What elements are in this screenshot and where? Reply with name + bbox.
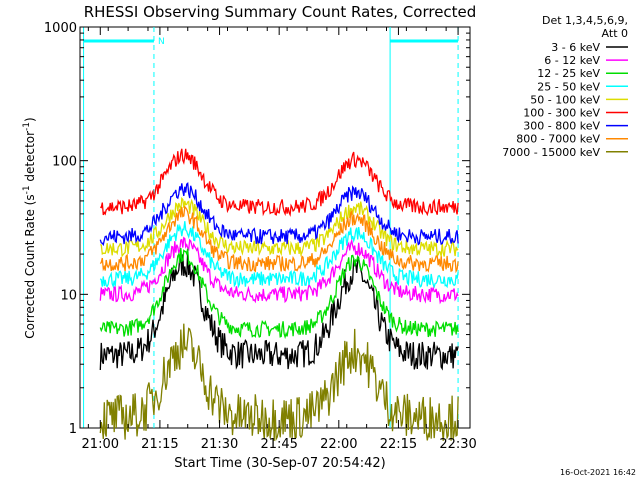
legend-label: 7000 - 15000 keV (502, 146, 600, 159)
series-line (99, 205, 459, 274)
legend-header-line1: Det 1,3,4,5,6,9, (542, 14, 628, 27)
x-tick-label: 21:00 (82, 437, 119, 452)
y-axis-label: Corrected Count Rate (s-1 detector-1) (22, 117, 37, 338)
x-tick-label: 22:00 (320, 437, 357, 452)
series-line (99, 247, 459, 340)
legend-label: 6 - 12 keV (544, 54, 600, 67)
y-tick-label: 10 (60, 288, 77, 303)
series-line (99, 236, 459, 305)
series-line (99, 221, 459, 289)
y-tick-label: 1000 (44, 21, 77, 36)
legend-label: 800 - 7000 keV (516, 133, 600, 146)
y-tick-label: 1 (69, 422, 77, 437)
legend-header-line2: Att 0 (602, 27, 628, 40)
x-tick-label: 22:30 (439, 437, 476, 452)
night-marker: N (158, 37, 165, 47)
x-tick-label: 21:15 (141, 437, 178, 452)
legend-label: 25 - 50 keV (537, 80, 600, 93)
x-tick-label: 22:15 (380, 437, 417, 452)
timestamp: 16-Oct-2021 16:42 (560, 468, 636, 477)
x-axis: 21:00 21:15 21:30 21:45 22:00 22:15 22:30 (82, 27, 477, 452)
x-tick-label: 21:30 (201, 437, 238, 452)
legend-label: 300 - 800 keV (523, 120, 600, 133)
series-line (100, 148, 459, 217)
legend-label: 3 - 6 keV (551, 41, 600, 54)
y-tick-label: 100 (52, 155, 77, 170)
plot-frame (79, 26, 471, 429)
x-axis-label: Start Time (30-Sep-07 20:54:42) (174, 456, 385, 471)
legend-label: 100 - 300 keV (523, 107, 600, 120)
x-tick-label: 21:45 (260, 437, 297, 452)
legend-label: 12 - 25 keV (537, 67, 600, 80)
series-line (99, 181, 459, 247)
y-axis: 1 10 100 1000 (44, 21, 470, 437)
series-line (100, 196, 459, 258)
plot-area: N (79, 26, 471, 442)
chart-title: RHESSI Observing Summary Count Rates, Co… (84, 3, 477, 21)
series-line (99, 250, 459, 371)
legend-label: 50 - 100 keV (530, 93, 600, 106)
